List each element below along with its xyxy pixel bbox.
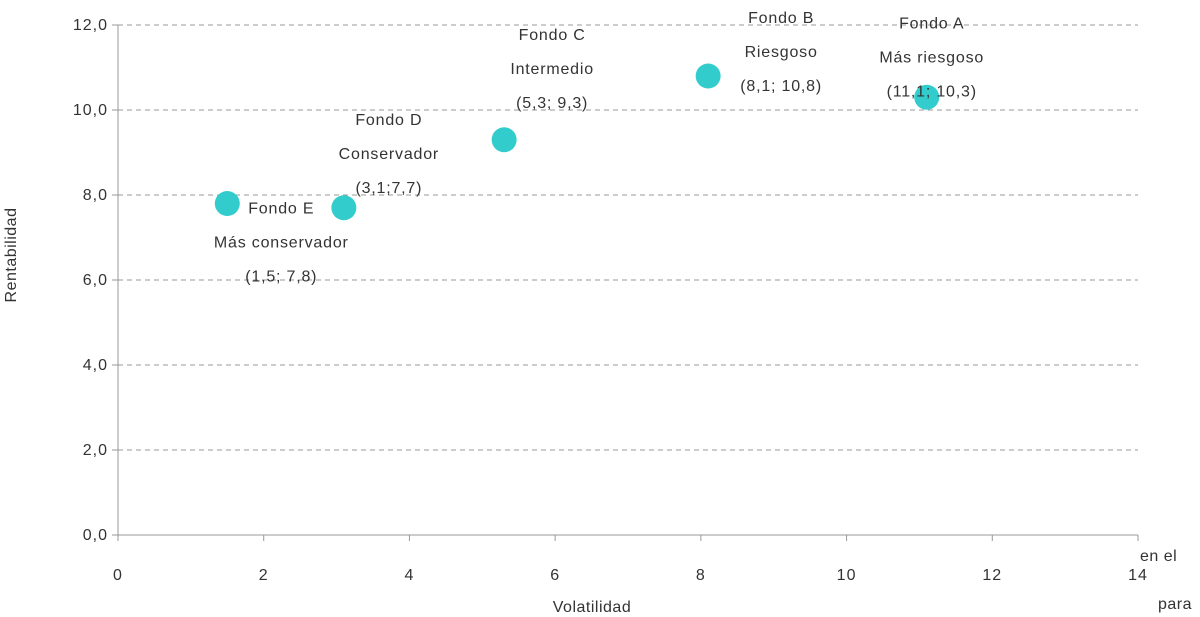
x-tick-label: 0: [113, 567, 123, 584]
data-point: [214, 191, 240, 216]
point-labels: Fondo A Más riesgoso (11,1; 10,3) Fondo B Ri…: [214, 10, 984, 286]
x-tick-label: 4: [404, 567, 414, 584]
x-axis-title: Volatilidad: [553, 599, 631, 616]
data-point: [331, 195, 357, 221]
axes: [112, 24, 1139, 541]
data-label: Conservador: [339, 146, 439, 163]
data-label: (1,5; 7,8): [245, 269, 317, 286]
data-points: [214, 63, 940, 221]
y-tick-label: 4,0: [83, 357, 108, 374]
data-label: Más conservador: [214, 235, 349, 252]
x-tick-labels: 0 2 4 6 8 10 12 14: [113, 567, 1148, 584]
x-tick-label: 6: [550, 567, 560, 584]
y-tick-label: 12,0: [73, 17, 108, 34]
y-tick-labels: 0,0 2,0 4,0 6,0 8,0 10,0 12,0: [73, 17, 108, 544]
data-point: [914, 84, 940, 110]
data-label: Más riesgoso: [879, 49, 984, 66]
x-tick-label: 14: [1128, 567, 1148, 584]
x-tick-label: 2: [259, 567, 269, 584]
y-tick-label: 6,0: [83, 272, 108, 289]
data-label: Fondo E: [248, 201, 314, 218]
data-label: Fondo A: [899, 15, 964, 32]
page-text-fragment: para: [1158, 596, 1193, 613]
data-label: Fondo C: [519, 27, 586, 44]
data-label: Riesgoso: [745, 44, 818, 61]
y-tick-label: 8,0: [83, 187, 108, 204]
data-point: [695, 63, 721, 89]
x-tick-label: 8: [696, 567, 706, 584]
y-tick-label: 0,0: [83, 527, 108, 544]
x-tick-label: 10: [837, 567, 857, 584]
data-label: (11,1; 10,3): [887, 83, 977, 100]
page-text-fragment: en el: [1140, 548, 1178, 565]
y-axis-title: Rentabilidad: [3, 208, 20, 303]
data-label: Intermedio: [510, 61, 594, 78]
data-label: (3,1;7,7): [355, 180, 422, 197]
data-label: (5,3; 9,3): [516, 95, 588, 112]
data-point: [491, 127, 517, 153]
x-tick-label: 12: [982, 567, 1002, 584]
data-label: Fondo B: [748, 10, 814, 27]
data-label: (8,1; 10,8): [740, 78, 822, 95]
y-tick-label: 10,0: [73, 102, 108, 119]
grid-lines: [118, 24, 1138, 451]
data-label: Fondo D: [355, 112, 422, 129]
y-tick-label: 2,0: [83, 442, 108, 459]
